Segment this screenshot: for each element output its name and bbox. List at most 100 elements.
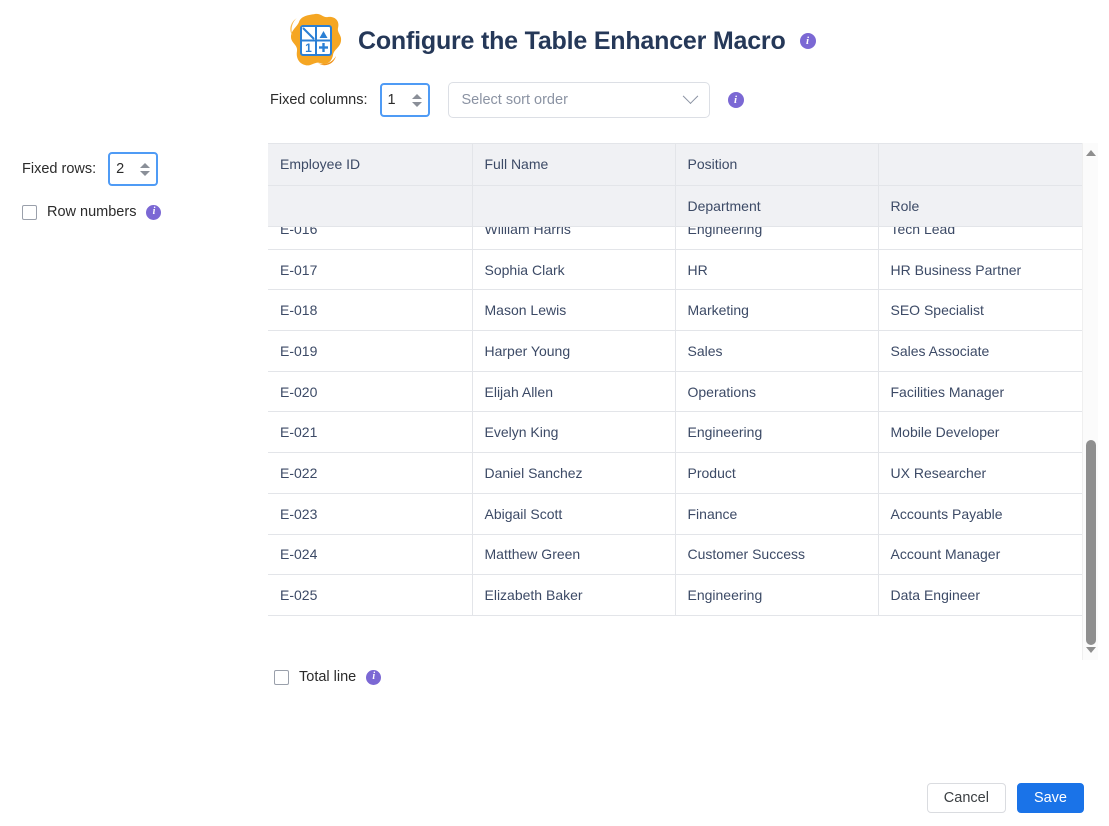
- subcolumn-header-blank-1: [268, 185, 473, 227]
- fixed-columns-stepper[interactable]: 1: [379, 83, 430, 117]
- table-head: Employee ID Full Name Position Departmen…: [268, 144, 1082, 227]
- table-row: E-021 Evelyn King Engineering Mobile Develo…: [268, 411, 1082, 454]
- title-info-icon[interactable]: i: [799, 33, 816, 49]
- cell-department: Engineering: [675, 411, 879, 454]
- scroll-down-button[interactable]: [1083, 642, 1099, 658]
- total-line-info-icon[interactable]: i: [366, 669, 382, 685]
- svg-text:1: 1: [305, 41, 312, 55]
- cell-department: Engineering: [675, 226, 879, 250]
- total-line-checkbox[interactable]: [274, 669, 289, 685]
- subcolumn-header-role: Role: [878, 185, 1082, 227]
- cell-department: Product: [675, 452, 879, 494]
- table-row: E-025 Elizabeth Baker Engineering Data Engi…: [268, 574, 1082, 616]
- fixed-rows-stepper[interactable]: 2: [108, 152, 159, 186]
- table-row: E-024 Matthew Green Customer Success Accoun…: [268, 534, 1082, 576]
- cell-employee-id: E-021: [268, 411, 473, 454]
- cell-role: HR Business Partner: [878, 249, 1082, 291]
- cell-full-name: Abigail Scott: [472, 493, 676, 535]
- cell-employee-id: E-022: [268, 452, 473, 494]
- row-numbers-control[interactable]: Row numbers i: [22, 204, 252, 220]
- table-scroll-body[interactable]: E-016 William Harris Engineering Tech Lead E…: [268, 226, 1082, 661]
- cell-full-name: Sophia Clark: [472, 249, 676, 291]
- cell-full-name: Matthew Green: [472, 534, 676, 576]
- cell-employee-id: E-023: [268, 493, 473, 535]
- cell-role: UX Researcher: [878, 452, 1082, 494]
- fixed-rows-label: Fixed rows:: [22, 161, 97, 177]
- scroll-up-button[interactable]: [1083, 145, 1099, 161]
- cell-role: SEO Specialist: [878, 289, 1082, 332]
- total-line-control[interactable]: Total line i: [274, 669, 382, 685]
- sort-order-placeholder: Select sort order: [461, 92, 568, 108]
- cell-employee-id: E-020: [268, 371, 473, 413]
- table-vertical-scrollbar[interactable]: [1082, 143, 1098, 660]
- table-row: E-016 William Harris Engineering Tech Lead: [268, 226, 1082, 250]
- fixed-columns-value[interactable]: 1: [387, 92, 396, 108]
- cell-full-name: Elijah Allen: [472, 371, 676, 413]
- chevron-up-icon[interactable]: [140, 162, 151, 168]
- cell-department: HR: [675, 249, 879, 291]
- cell-employee-id: E-016: [268, 226, 473, 250]
- cell-role: Data Engineer: [878, 574, 1082, 616]
- chevron-down-icon[interactable]: [411, 101, 422, 107]
- cell-full-name: Elizabeth Baker: [472, 574, 676, 616]
- employee-table-container: Employee ID Full Name Position Departmen…: [268, 143, 1082, 660]
- fixed-rows-spin-arrows[interactable]: [140, 154, 154, 184]
- table-row: E-019 Harper Young Sales Sales Associate: [268, 330, 1082, 372]
- fixed-rows-value[interactable]: 2: [116, 161, 125, 177]
- column-header-full-name: Full Name: [472, 144, 676, 186]
- triangle-down-icon: [1086, 647, 1096, 653]
- table-row: E-020 Elijah Allen Operations Facilities Ma…: [268, 371, 1082, 413]
- column-header-blank: [878, 144, 1082, 186]
- table-subheader-row: Department Role: [268, 185, 1082, 227]
- cell-role: Facilities Manager: [878, 371, 1082, 413]
- cell-department: Finance: [675, 493, 879, 535]
- sort-order-select[interactable]: Select sort order: [447, 82, 710, 118]
- cell-employee-id: E-024: [268, 534, 473, 576]
- scrollbar-thumb[interactable]: [1086, 440, 1096, 645]
- total-line-label: Total line: [299, 669, 357, 685]
- sort-order-info-icon[interactable]: i: [727, 92, 744, 108]
- cancel-button[interactable]: Cancel: [926, 783, 1006, 813]
- cell-full-name: William Harris: [472, 226, 676, 250]
- save-button[interactable]: Save: [1016, 783, 1084, 813]
- left-options-panel: Fixed rows: 2 Row numbers i: [22, 152, 252, 220]
- cell-role: Account Manager: [878, 534, 1082, 576]
- table-header-row: Employee ID Full Name Position: [268, 144, 1082, 186]
- cell-full-name: Mason Lewis: [472, 289, 676, 332]
- cell-employee-id: E-017: [268, 249, 473, 291]
- cell-department: Engineering: [675, 574, 879, 616]
- fixed-columns-label: Fixed columns:: [270, 92, 368, 108]
- cell-employee-id: E-019: [268, 330, 473, 372]
- subcolumn-header-department: Department: [675, 185, 879, 227]
- chevron-down-icon[interactable]: [140, 170, 151, 176]
- column-header-employee-id: Employee ID: [268, 144, 473, 186]
- page-title: Configure the Table Enhancer Macro: [358, 26, 786, 55]
- chevron-up-icon[interactable]: [411, 93, 422, 99]
- employee-table-body: E-016 William Harris Engineering Tech Lead E…: [268, 226, 1082, 616]
- table-enhancer-logo-icon: 1: [290, 13, 342, 66]
- cell-role: Mobile Developer: [878, 411, 1082, 454]
- table-row: E-023 Abigail Scott Finance Accounts Payabl…: [268, 493, 1082, 535]
- subcolumn-header-blank-2: [472, 185, 676, 227]
- chevron-down-icon[interactable]: [682, 87, 698, 104]
- cell-role: Accounts Payable: [878, 493, 1082, 535]
- fixed-columns-spin-arrows[interactable]: [411, 85, 426, 115]
- cell-department: Sales: [675, 330, 879, 372]
- triangle-up-icon: [1086, 150, 1096, 156]
- table-body: E-016 William Harris Engineering Tech Lead E…: [268, 226, 1082, 616]
- dialog-header: 1 Configure the Table Enhancer Macro i: [288, 12, 816, 70]
- cell-full-name: Daniel Sanchez: [472, 452, 676, 494]
- cell-department: Customer Success: [675, 534, 879, 576]
- dialog-footer: Cancel Save: [926, 783, 1084, 813]
- row-numbers-info-icon[interactable]: i: [146, 204, 162, 220]
- employee-table-header: Employee ID Full Name Position Departmen…: [268, 144, 1082, 227]
- table-row: E-018 Mason Lewis Marketing SEO Specialist: [268, 289, 1082, 332]
- table-controls-row: Fixed columns: 1 Select sort order i: [270, 82, 744, 118]
- row-numbers-checkbox[interactable]: [22, 204, 37, 220]
- cell-employee-id: E-025: [268, 574, 473, 616]
- cell-department: Operations: [675, 371, 879, 413]
- row-numbers-label: Row numbers: [47, 204, 137, 220]
- cell-department: Marketing: [675, 289, 879, 332]
- fixed-rows-control: Fixed rows: 2: [22, 152, 252, 186]
